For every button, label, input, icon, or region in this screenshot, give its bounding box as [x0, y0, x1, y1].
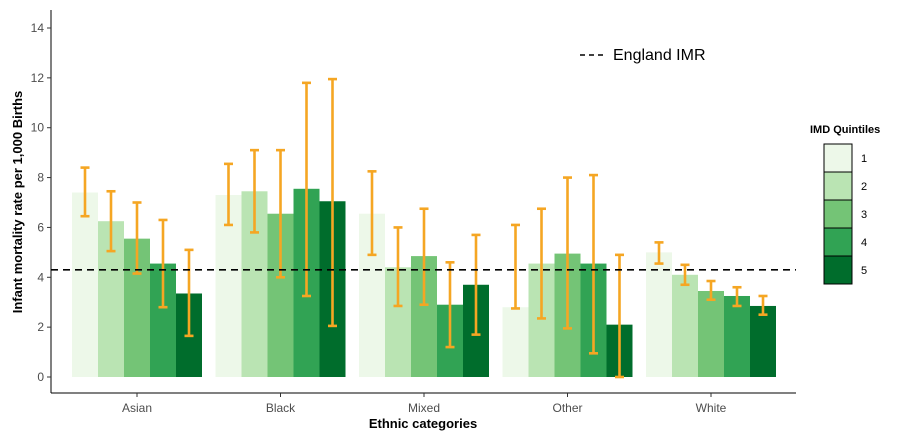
error-bar-black-q2 [250, 148, 259, 234]
error-bar-white-q1 [654, 241, 664, 265]
y-tick-label: 12 [31, 71, 45, 85]
x-tick-label-black: Black [266, 401, 296, 415]
y-tick-label: 14 [31, 21, 45, 35]
error-bar-mixed-q5 [471, 233, 481, 336]
legend-swatch-q5 [823, 255, 853, 285]
legend-items: 1 2 3 4 5 [823, 143, 867, 285]
error-bar-other-q2 [537, 207, 546, 320]
error-bar-white-q2 [680, 263, 690, 287]
y-tick-label: 4 [37, 270, 44, 284]
y-ticks: 0 2 4 6 8 10 12 14 [31, 21, 51, 384]
error-bar-mixed-q1 [367, 170, 377, 257]
x-tick-label-asian: Asian [122, 401, 152, 415]
x-axis-title: Ethnic categories [369, 416, 477, 431]
error-bar-other-q4 [589, 173, 598, 355]
legend-swatch-q1 [823, 143, 853, 173]
y-tick-label: 6 [37, 220, 44, 234]
error-bar-other-q5 [615, 253, 624, 379]
legend-label-q5: 5 [861, 265, 867, 277]
error-bar-white-q4 [732, 285, 742, 308]
error-bar-black-q1 [224, 162, 233, 227]
y-tick-label: 0 [37, 370, 44, 384]
legend-label-q4: 4 [861, 237, 867, 249]
error-bar-mixed-q2 [393, 226, 403, 308]
legend-label-q2: 2 [861, 181, 867, 193]
legend: IMD Quintiles 1 2 3 4 5 [810, 124, 880, 285]
x-tick-label-other: Other [552, 401, 582, 415]
y-tick-label: 2 [37, 320, 44, 334]
x-tick-label-mixed: Mixed [408, 401, 440, 415]
error-bar-black-q5 [328, 77, 337, 328]
legend-swatch-q3 [823, 199, 853, 229]
x-ticks: Asian Black Mixed Other White [122, 393, 727, 415]
reference-line-annotation: England IMR [580, 47, 706, 64]
bar-white-q1 [646, 252, 672, 377]
legend-swatch-q2 [823, 171, 853, 201]
error-bars-layer [80, 77, 768, 379]
bar-white-q3 [698, 290, 724, 377]
error-bar-mixed-q4 [445, 261, 455, 349]
error-bar-white-q5 [758, 294, 768, 316]
legend-swatch-q4 [823, 227, 853, 257]
error-bar-mixed-q3 [419, 207, 429, 307]
y-axis-title: Infant mortality rate per 1,000 Births [10, 91, 25, 314]
error-bar-other-q1 [511, 223, 520, 310]
error-bar-asian-q2 [106, 189, 116, 253]
error-bar-asian-q5 [184, 248, 194, 338]
error-bar-asian-q1 [80, 166, 90, 218]
legend-title: IMD Quintiles [810, 124, 880, 136]
legend-label-q1: 1 [861, 153, 867, 165]
y-tick-label: 8 [37, 171, 44, 185]
y-tick-label: 10 [31, 121, 45, 135]
legend-label-q3: 3 [861, 209, 867, 221]
error-bar-other-q3 [563, 176, 572, 330]
error-bar-asian-q4 [158, 218, 168, 309]
bar-white-q4 [724, 295, 750, 377]
error-bar-black-q4 [302, 81, 311, 298]
error-bar-white-q3 [706, 279, 716, 302]
bar-other-q1 [502, 307, 529, 377]
x-tick-label-white: White [696, 401, 727, 415]
bar-white-q5 [750, 305, 776, 377]
bars-layer [72, 188, 776, 377]
error-bar-black-q3 [276, 148, 285, 279]
bar-white-q2 [672, 274, 698, 377]
annotation-label: England IMR [613, 47, 706, 64]
bar-asian-q1 [72, 192, 98, 377]
error-bar-asian-q3 [132, 201, 142, 275]
